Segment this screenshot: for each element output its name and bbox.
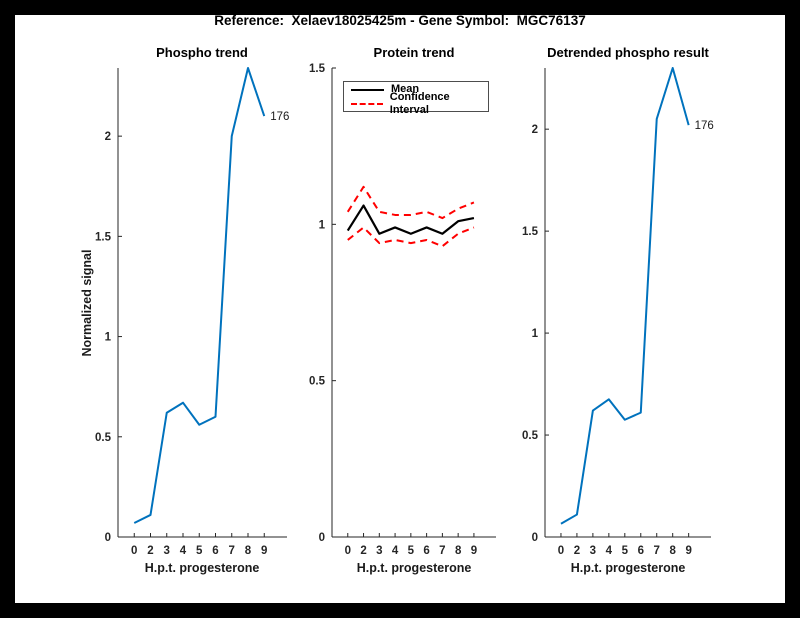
legend-entry-confidence-interval: Confidence Interval	[351, 91, 488, 116]
confidence-interval-line-sample-icon	[351, 102, 383, 105]
legend-box: Mean Confidence Interval	[343, 81, 489, 116]
x-axis-label-phospho: H.p.t. progesterone	[144, 561, 260, 575]
mean-line-sample-icon	[351, 88, 384, 91]
x-axis-label-detrended: H.p.t. progesterone	[570, 561, 686, 575]
legend-label-mean: Mean	[391, 83, 420, 95]
subplot-title-phospho-trend: Phospho trend	[156, 45, 248, 60]
legend-entry-mean: Mean	[351, 83, 488, 96]
figure-title: Reference: Xelaev18025425m - Gene Symbol…	[214, 13, 586, 28]
subplot-title-detrended-result: Detrended phospho result	[547, 45, 709, 60]
subplot-title-protein-trend: Protein trend	[373, 45, 455, 60]
x-axis-label-protein: H.p.t. progesterone	[356, 561, 472, 575]
legend-label-confidence-interval: Confidence Interval	[389, 90, 450, 116]
y-axis-label: Normalized signal	[80, 249, 94, 357]
